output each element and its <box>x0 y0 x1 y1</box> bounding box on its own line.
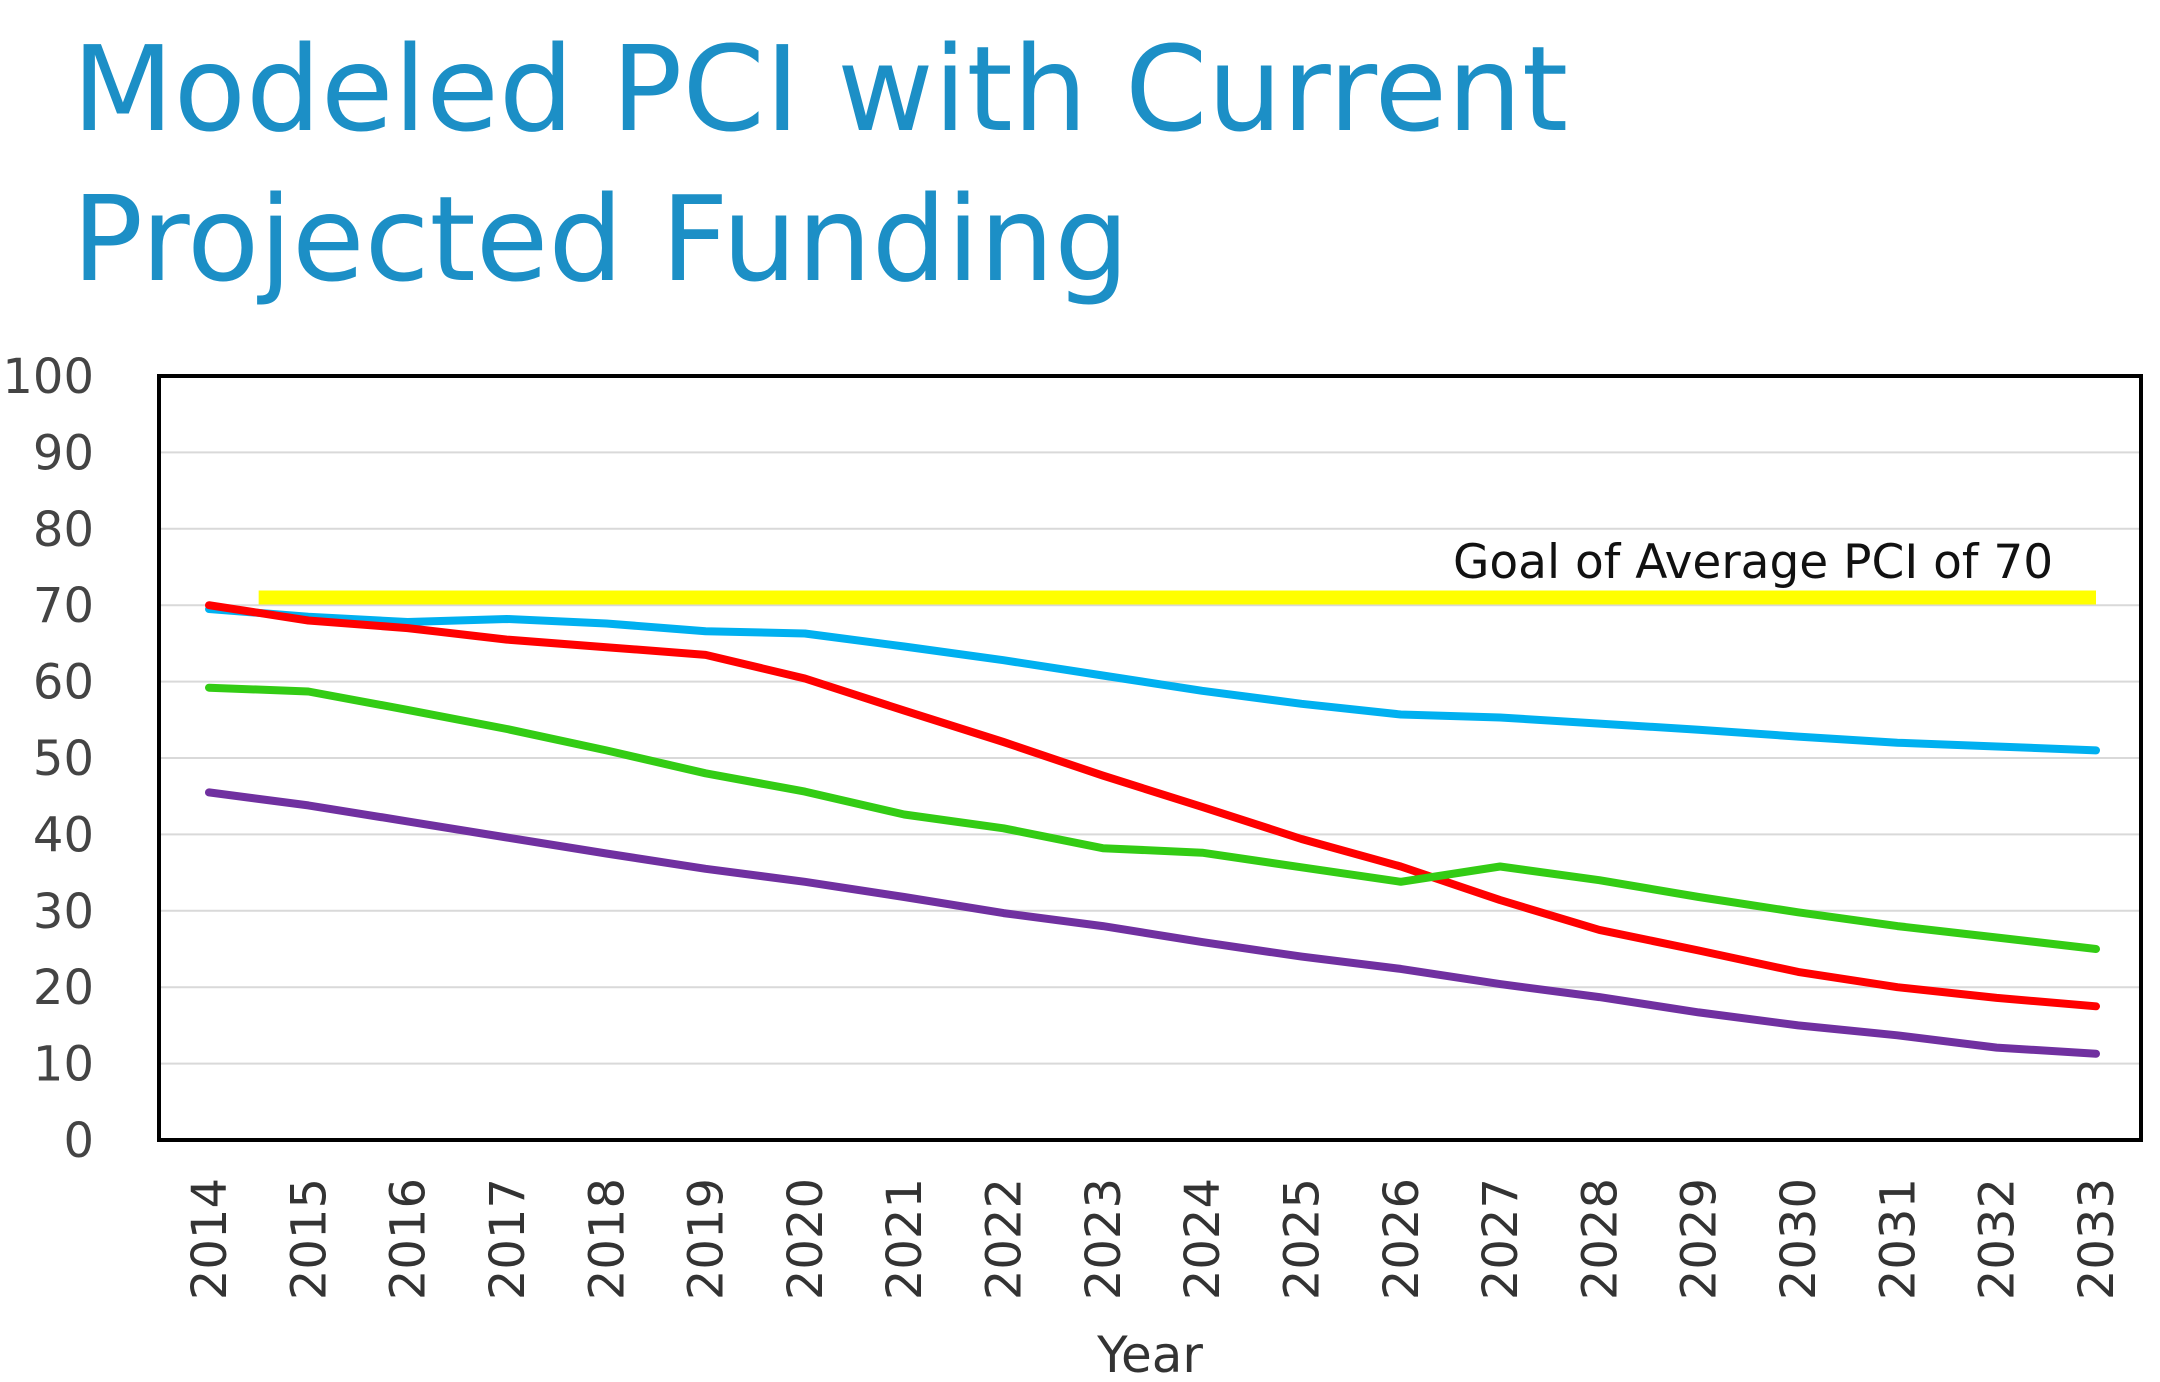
x-tick-label-2027: 2027 <box>1473 1178 1529 1300</box>
x-tick-label-2031: 2031 <box>1870 1178 1926 1300</box>
y-tick-label-30: 30 <box>33 884 94 940</box>
x-tick-label-2014: 2014 <box>182 1178 238 1300</box>
chart-title-line-1: Modeled PCI with Current <box>72 20 1569 158</box>
series-line-4 <box>205 788 2100 1058</box>
x-tick-label-2022: 2022 <box>977 1178 1033 1300</box>
x-tick-label-2033: 2033 <box>2069 1178 2125 1300</box>
x-tick-label-2023: 2023 <box>1076 1178 1132 1300</box>
x-tick-label-2019: 2019 <box>679 1178 735 1300</box>
y-tick-label-40: 40 <box>33 807 94 863</box>
x-tick-label-2026: 2026 <box>1374 1178 1430 1300</box>
x-tick-label-2021: 2021 <box>877 1178 933 1300</box>
goal-annotation: Goal of Average PCI of 70 <box>1453 535 2053 590</box>
gridlines <box>159 375 2141 1065</box>
x-tick-label-2020: 2020 <box>778 1178 834 1300</box>
series-line-1 <box>205 605 2100 755</box>
y-tick-label-20: 20 <box>33 960 94 1016</box>
x-tick-label-2018: 2018 <box>579 1178 635 1300</box>
x-tick-label-2024: 2024 <box>1175 1178 1231 1300</box>
y-tick-label-10: 10 <box>33 1037 94 1093</box>
series-line-2 <box>205 601 2100 1011</box>
x-tick-label-2032: 2032 <box>1970 1178 2026 1300</box>
x-tick-label-2017: 2017 <box>480 1178 536 1300</box>
x-tick-label-2015: 2015 <box>281 1178 337 1300</box>
y-tick-label-90: 90 <box>33 425 94 481</box>
x-tick-label-2029: 2029 <box>1672 1178 1728 1300</box>
chart-title: Modeled PCI with Current Projected Fundi… <box>72 14 1568 314</box>
y-tick-label-60: 60 <box>33 655 94 711</box>
x-tick-label-2016: 2016 <box>381 1178 437 1300</box>
y-tick-label-80: 80 <box>33 502 94 558</box>
plot-frame <box>157 374 2143 1142</box>
y-tick-label-100: 100 <box>2 349 94 405</box>
y-tick-label-70: 70 <box>33 578 94 634</box>
x-tick-label-2025: 2025 <box>1274 1178 1330 1300</box>
series-lines <box>205 590 2100 1058</box>
x-tick-label-2028: 2028 <box>1572 1178 1628 1300</box>
y-axis-tick-labels: 0 10 20 30 40 50 60 70 80 90 100 <box>2 349 94 1169</box>
series-line-3 <box>205 683 2100 953</box>
x-tick-label-2030: 2030 <box>1771 1178 1827 1300</box>
x-axis-tick-labels: 2014 2015 2016 2017 2018 2019 2020 2021 2022 2023… <box>182 1178 2125 1300</box>
chart-title-line-2: Projected Funding <box>72 170 1130 308</box>
y-tick-label-0: 0 <box>63 1113 94 1169</box>
x-axis-label: Year <box>1096 1326 1203 1382</box>
y-tick-label-50: 50 <box>33 731 94 787</box>
